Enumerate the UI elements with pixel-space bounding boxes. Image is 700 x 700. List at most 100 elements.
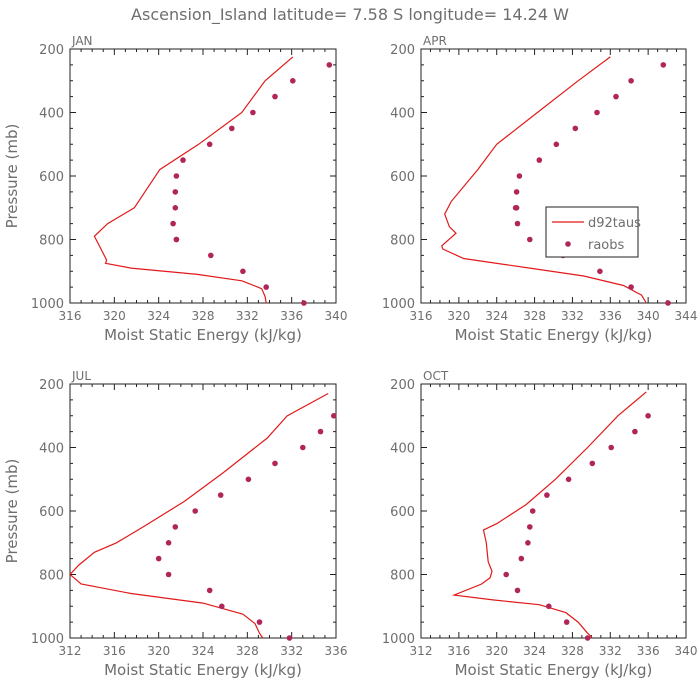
y-axis-label: Pressure (mb) [3,124,21,229]
data-point-raobs [155,555,162,562]
x-tick-label: 328 [561,644,584,658]
data-point-raobs [172,524,179,530]
y-tick-label: 200 [390,378,415,393]
x-tick-label: 316 [410,309,433,323]
y-tick-label: 800 [390,569,415,584]
panel-title: APR [423,34,447,48]
data-point-raobs [256,619,263,625]
x-axis-label: Moist Static Energy (kJ/kg) [455,661,653,679]
data-point-raobs [589,460,596,467]
x-tick-label: 320 [147,644,170,658]
x-tick-label: 332 [599,644,622,658]
x-tick-label: 320 [103,309,126,323]
data-point-raobs [172,205,179,211]
data-point-raobs [572,125,579,132]
panel-jan: JAN 316 320 324 328 332 336 340 200 400 600 800 1000… [3,34,347,344]
data-point-raobs [301,300,307,306]
data-point-raobs [272,460,278,467]
x-tick-label: 324 [147,309,170,323]
data-point-raobs [192,508,198,514]
y-tick-label: 400 [39,107,64,122]
plot-frame [69,48,337,304]
x-tick-label: 312 [59,644,82,658]
y-tick-label: 400 [390,442,415,457]
data-point-raobs [229,125,235,132]
data-point-raobs [290,78,296,84]
y-tick-label: 1000 [382,632,415,647]
series-line-d92taus [93,56,294,304]
y-tick-label: 1000 [31,297,64,312]
data-point-raobs [503,571,510,578]
figure-title: Ascension_Island latitude= 7.58 S longit… [131,5,569,25]
plot-frame [420,383,687,639]
panel-oct: OCT 312 316 320 324 328 332 336 340 200 400 600 800 1… [382,369,698,679]
data-point-raobs [170,220,176,227]
data-point-raobs [165,571,172,578]
panel-jul: JUL 312 316 320 324 328 332 336 200 400 600 800 1000… [3,369,347,679]
y-tick-label: 200 [390,43,415,58]
data-point-raobs [331,413,337,419]
panel-title: JAN [71,34,93,48]
x-tick-label: 336 [280,309,303,323]
data-point-raobs [584,635,591,641]
data-point-raobs [632,428,638,435]
data-point-raobs [245,476,252,483]
panel-title: JUL [71,369,91,383]
legend: d92taus raobs [545,206,641,258]
data-point-raobs [597,268,603,275]
x-axis-label: Moist Static Energy (kJ/kg) [104,326,302,344]
x-tick-label: 316 [447,644,470,658]
x-axis-label: Moist Static Energy (kJ/kg) [104,661,302,679]
data-point-raobs [546,603,552,610]
data-point-raobs [544,492,550,498]
x-tick-label: 332 [561,309,584,323]
x-tick-label: 312 [410,644,433,658]
y-tick-label: 200 [39,43,64,58]
data-point-raobs [514,587,521,594]
y-tick-label: 400 [390,107,415,122]
data-point-raobs [628,78,634,84]
x-tick-label: 316 [103,644,126,658]
data-point-raobs [180,157,186,163]
series-line-d92taus [451,391,647,639]
data-point-raobs [565,476,572,483]
data-point-raobs [516,173,523,179]
legend-label-model: d92taus [588,216,641,231]
plot-frame [420,48,687,304]
data-point-raobs [240,268,246,275]
x-tick-label: 344 [675,309,698,323]
legend-box [545,206,639,258]
y-tick-label: 800 [39,234,64,249]
data-point-raobs [300,444,306,451]
legend-label-obs: raobs [588,238,625,253]
data-point-raobs [317,428,324,435]
data-point-raobs [272,93,278,100]
data-point-raobs [172,189,179,195]
x-tick-label: 340 [325,309,348,323]
data-point-raobs [645,413,651,419]
x-tick-label: 324 [485,309,508,323]
data-point-raobs [660,62,667,68]
data-point-raobs [165,540,172,546]
x-tick-label: 336 [599,309,622,323]
x-tick-label: 320 [447,309,470,323]
y-tick-label: 600 [390,170,415,185]
data-point-raobs [514,220,521,227]
data-point-raobs [173,173,180,179]
data-point-raobs [286,635,293,641]
y-tick-label: 1000 [382,297,415,312]
data-point-raobs [208,252,214,259]
data-point-raobs [608,444,614,451]
panels-group: JAN 316 320 324 328 332 336 340 200 400 600 800 1000… [3,34,697,679]
x-tick-label: 328 [192,309,215,323]
data-point-raobs [553,141,560,148]
y-tick-label: 400 [39,442,64,457]
data-point-raobs [529,508,536,514]
data-point-raobs [250,109,256,116]
data-point-raobs [326,62,333,68]
y-tick-label: 600 [39,505,64,520]
x-axis-label: Moist Static Energy (kJ/kg) [455,326,653,344]
series-line-d92taus [441,56,647,304]
data-point-raobs [613,93,619,100]
